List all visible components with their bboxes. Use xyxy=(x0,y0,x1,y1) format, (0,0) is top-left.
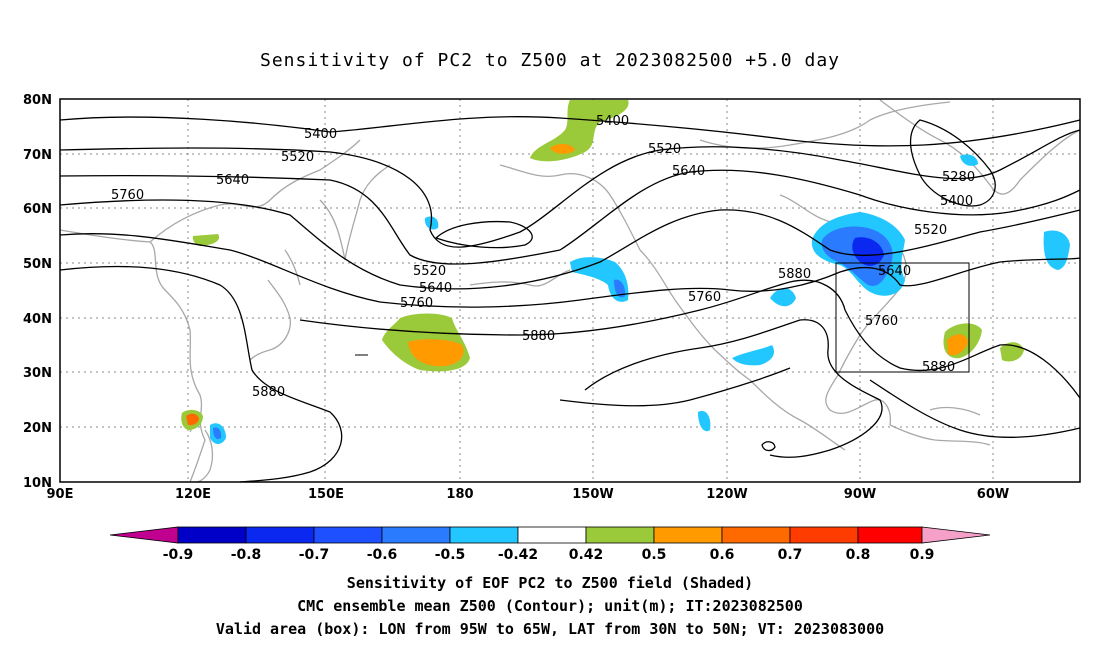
lat-label: 70N xyxy=(23,148,52,163)
colorbar-label: -0.6 xyxy=(367,547,398,563)
contour-label: 5640 xyxy=(419,281,452,296)
map-title: Sensitivity of PC2 to Z500 at 2023082500… xyxy=(259,50,840,71)
shade-negative-labrador-deep xyxy=(852,237,884,266)
plot-area xyxy=(60,99,1080,482)
lon-label: 150W xyxy=(572,487,613,502)
colorbar-swatch xyxy=(313,526,383,544)
lon-label: 60W xyxy=(977,487,1009,502)
shade-negative-pacific-ne-core xyxy=(614,279,626,298)
lon-label: 120E xyxy=(175,487,211,502)
lon-label: 90W xyxy=(844,487,876,502)
contour-label: 5760 xyxy=(688,290,721,305)
colorbar-label: 0.7 xyxy=(778,547,803,563)
lat-label: 10N xyxy=(23,476,52,491)
contour-label: 5640 xyxy=(216,173,249,188)
shade-negative-us xyxy=(770,288,796,307)
contour-label: 5880 xyxy=(252,385,285,400)
colorbar-label: 0.42 xyxy=(569,547,604,563)
shade-negative-greenland xyxy=(960,154,978,166)
contour-label: 5640 xyxy=(672,164,705,179)
contour-label: 5400 xyxy=(940,194,973,209)
contour-label: 5520 xyxy=(914,223,947,238)
colorbar-label: -0.9 xyxy=(163,547,194,563)
colorbar-swatch xyxy=(857,526,923,544)
latitude-labels: 80N 70N 60N 50N 40N 30N 20N 10N xyxy=(23,93,52,491)
shade-negative-philippines-core xyxy=(213,427,222,440)
contour-label: 5400 xyxy=(596,114,629,129)
contour-label: 5400 xyxy=(304,127,337,142)
colorbar-label: 0.6 xyxy=(710,547,735,563)
lon-label: 180 xyxy=(446,487,473,502)
contour-label: 5280 xyxy=(942,170,975,185)
shade-positive-strong xyxy=(408,339,464,367)
colorbar-label: -0.42 xyxy=(498,547,538,563)
contour-label: 5520 xyxy=(648,142,681,157)
caption-valid-area: Valid area (box): LON from 95W to 65W, L… xyxy=(215,620,885,638)
caption-contour: CMC ensemble mean Z500 (Contour); unit(m… xyxy=(297,597,803,615)
z500-contours xyxy=(59,116,1081,483)
colorbar-label: 0.9 xyxy=(910,547,935,563)
shade-positive-strong xyxy=(550,144,575,154)
contour-label: 5760 xyxy=(865,314,898,329)
sensitivity-shading xyxy=(181,100,1070,444)
colorbar-swatch xyxy=(789,526,859,544)
lat-label: 30N xyxy=(23,366,52,381)
lat-label: 60N xyxy=(23,202,52,217)
colorbar-label: -0.7 xyxy=(299,547,330,563)
lon-label: 150E xyxy=(308,487,344,502)
contour-label: 5880 xyxy=(778,267,811,282)
contour-label: 5760 xyxy=(111,188,144,203)
colorbar-swatch xyxy=(721,526,791,544)
shade-negative-mexico xyxy=(732,345,775,366)
lon-label: 120W xyxy=(706,487,747,502)
shade-negative-pacific-ne xyxy=(570,257,629,302)
colorbar-swatch xyxy=(585,526,655,544)
colorbar-swatch xyxy=(381,526,451,544)
colorbar-swatch xyxy=(177,526,247,544)
colorbar: -0.9 -0.8 -0.7 -0.6 -0.5 -0.42 0.42 0.5 … xyxy=(109,526,991,563)
lat-label: 50N xyxy=(23,257,52,272)
contour-label: 5640 xyxy=(878,264,911,279)
valid-area-box xyxy=(835,262,970,373)
colorbar-swatch xyxy=(517,526,587,544)
lat-label: 20N xyxy=(23,421,52,436)
lat-label: 40N xyxy=(23,312,52,327)
colorbar-swatch xyxy=(245,526,315,544)
shade-positive-strong xyxy=(947,334,968,356)
shade-negative-hawaii xyxy=(698,410,711,432)
colorbar-swatch xyxy=(653,526,723,544)
contour-labels: 5400 5520 5640 5760 5400 5520 5640 5520 … xyxy=(111,114,975,400)
longitude-labels: 90E 120E 150E 180 150W 120W 90W 60W xyxy=(47,487,1010,502)
map-frame xyxy=(59,98,1081,483)
colorbar-swatch xyxy=(449,526,519,544)
colorbar-left-arrow xyxy=(109,526,179,544)
contour-label: 5760 xyxy=(400,296,433,311)
colorbar-label: 0.5 xyxy=(642,547,667,563)
shade-positive-strong xyxy=(186,413,199,426)
colorbar-label: 0.8 xyxy=(846,547,871,563)
lon-label: 90E xyxy=(47,487,74,502)
contour-label: 5520 xyxy=(281,150,314,165)
colorbar-label: -0.5 xyxy=(435,547,466,563)
contour-label: 5880 xyxy=(522,329,555,344)
contour-label: 5520 xyxy=(413,264,446,279)
shade-negative-atlantic-east xyxy=(1043,230,1070,270)
contour-label: 5880 xyxy=(922,360,955,375)
lat-label: 80N xyxy=(23,93,52,108)
colorbar-label: -0.8 xyxy=(231,547,262,563)
colorbar-right-arrow xyxy=(921,526,991,544)
caption-shaded: Sensitivity of EOF PC2 to Z500 field (Sh… xyxy=(346,574,754,592)
shade-positive-west xyxy=(192,234,220,246)
